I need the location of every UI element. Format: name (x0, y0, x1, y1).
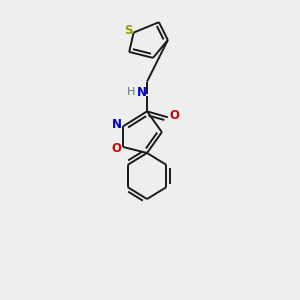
Text: H: H (127, 87, 135, 97)
Text: N: N (137, 86, 147, 99)
Text: N: N (112, 118, 122, 131)
Text: O: O (169, 109, 179, 122)
Text: O: O (112, 142, 122, 155)
Text: S: S (124, 24, 133, 37)
